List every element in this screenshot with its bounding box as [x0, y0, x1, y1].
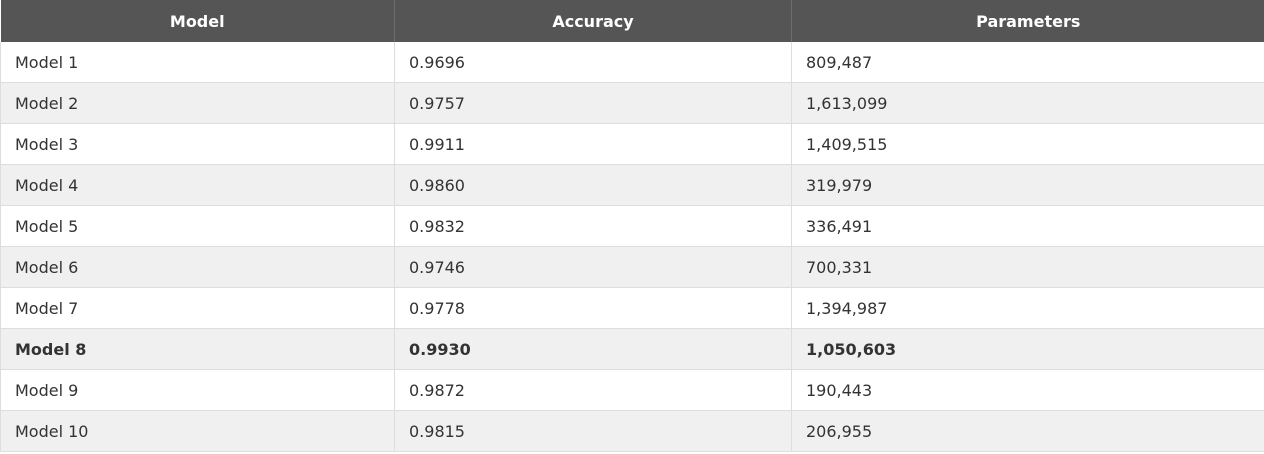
cell-accuracy: 0.9872: [394, 369, 792, 411]
table-row: Model 6 0.9746 700,331: [0, 246, 1264, 288]
cell-model: Model 3: [0, 123, 395, 165]
cell-accuracy: 0.9930: [394, 328, 792, 370]
cell-parameters: 206,955: [791, 410, 1264, 452]
cell-parameters: 1,394,987: [791, 287, 1264, 329]
table-row: Model 9 0.9872 190,443: [0, 369, 1264, 411]
cell-accuracy: 0.9911: [394, 123, 792, 165]
cell-accuracy: 0.9696: [394, 42, 792, 83]
table-row: Model 10 0.9815 206,955: [0, 410, 1264, 452]
table-row: Model 2 0.9757 1,613,099: [0, 82, 1264, 124]
cell-accuracy: 0.9832: [394, 205, 792, 247]
cell-model: Model 1: [0, 42, 395, 83]
cell-accuracy: 0.9860: [394, 164, 792, 206]
column-header-model: Model: [0, 0, 395, 42]
cell-accuracy: 0.9746: [394, 246, 792, 288]
table-row: Model 1 0.9696 809,487: [0, 42, 1264, 83]
table-row: Model 5 0.9832 336,491: [0, 205, 1264, 247]
cell-parameters: 1,613,099: [791, 82, 1264, 124]
cell-accuracy: 0.9757: [394, 82, 792, 124]
cell-accuracy: 0.9815: [394, 410, 792, 452]
cell-accuracy: 0.9778: [394, 287, 792, 329]
table-row: Model 4 0.9860 319,979: [0, 164, 1264, 206]
header-row: Model Accuracy Parameters: [0, 0, 1264, 42]
cell-parameters: 319,979: [791, 164, 1264, 206]
table-row: Model 3 0.9911 1,409,515: [0, 123, 1264, 165]
cell-model: Model 4: [0, 164, 395, 206]
cell-parameters: 809,487: [791, 42, 1264, 83]
cell-model: Model 7: [0, 287, 395, 329]
table-row: Model 7 0.9778 1,394,987: [0, 287, 1264, 329]
cell-parameters: 1,050,603: [791, 328, 1264, 370]
cell-model: Model 9: [0, 369, 395, 411]
cell-parameters: 190,443: [791, 369, 1264, 411]
cell-model: Model 6: [0, 246, 395, 288]
cell-model: Model 10: [0, 410, 395, 452]
table-header: Model Accuracy Parameters: [0, 0, 1264, 42]
cell-model: Model 5: [0, 205, 395, 247]
table-row: Model 8 0.9930 1,050,603: [0, 328, 1264, 370]
column-header-accuracy: Accuracy: [394, 0, 792, 42]
cell-model: Model 2: [0, 82, 395, 124]
cell-parameters: 336,491: [791, 205, 1264, 247]
cell-parameters: 700,331: [791, 246, 1264, 288]
cell-model: Model 8: [0, 328, 395, 370]
cell-parameters: 1,409,515: [791, 123, 1264, 165]
column-header-parameters: Parameters: [791, 0, 1264, 42]
table-body: Model 1 0.9696 809,487 Model 2 0.9757 1,613,0…: [0, 42, 1264, 452]
